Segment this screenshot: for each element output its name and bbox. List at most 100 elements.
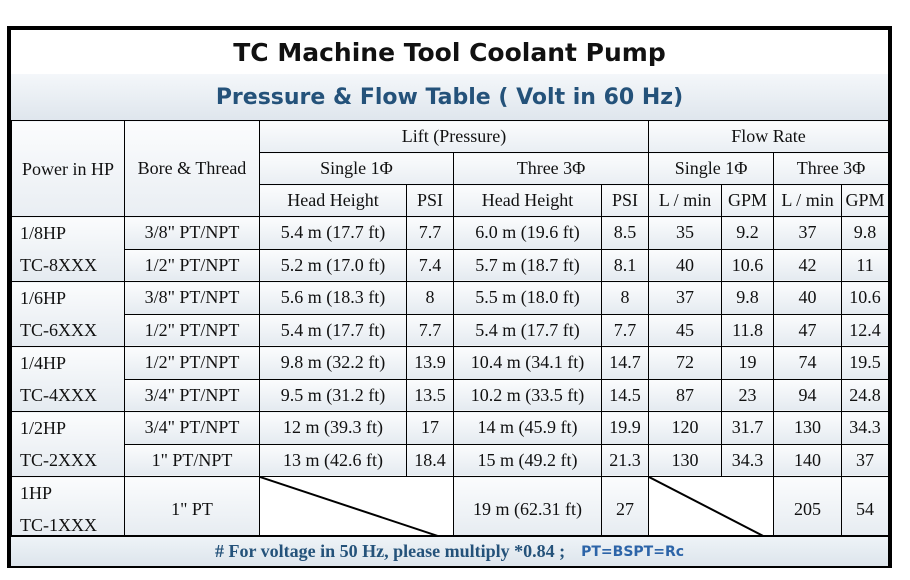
table-row: 1HP TC-1XXX 1" PT 19 m (62.31 ft) 27 205 … <box>11 476 890 542</box>
not-available-single-lift-cell <box>259 476 454 542</box>
single-lmin-cell: 120 <box>648 411 723 445</box>
table-row: 1/2" PT/NPT 5.2 m (17.0 ft) 7.4 5.7 m (1… <box>12 248 890 282</box>
table-subtitle: Pressure & Flow Table ( Volt in 60 Hz) <box>11 74 888 122</box>
single-lmin-cell: 40 <box>648 248 723 282</box>
three-psi-cell: 27 <box>600 476 650 542</box>
three-lmin-cell: 40 <box>773 281 843 315</box>
bore-cell: 1/2" PT/NPT <box>124 248 260 282</box>
single-gpm-cell: 11.8 <box>721 313 775 347</box>
single-gpm-cell: 31.7 <box>721 411 775 445</box>
single-lmin-cell: 45 <box>648 313 723 347</box>
header-lift-three: Three 3Φ <box>452 152 650 185</box>
three-lmin-cell: 94 <box>773 378 843 412</box>
header-flow-rate: Flow Rate <box>648 120 890 153</box>
power-cell: 1/4HP TC-4XXX <box>11 346 125 412</box>
single-psi-cell: 18.4 <box>406 443 454 477</box>
three-psi-cell: 7.7 <box>600 313 650 347</box>
three-gpm-cell: 34.3 <box>841 411 890 445</box>
single-head-cell: 5.6 m (18.3 ft) <box>259 281 407 315</box>
three-psi-cell: 8.5 <box>600 216 650 250</box>
header-flow-single: Single 1Φ <box>648 152 775 185</box>
three-lmin-cell: 130 <box>773 411 843 445</box>
power-cell: 1/6HP TC-6XXX <box>11 281 125 347</box>
three-gpm-cell: 19.5 <box>841 346 890 380</box>
single-head-cell: 9.8 m (32.2 ft) <box>259 346 407 380</box>
three-head-cell: 6.0 m (19.6 ft) <box>453 216 602 250</box>
single-head-cell: 13 m (42.6 ft) <box>259 443 407 477</box>
three-gpm-cell: 9.8 <box>841 216 890 250</box>
not-available-single-flow-cell <box>648 476 775 542</box>
bore-cell: 1" PT/NPT <box>124 443 260 477</box>
header-three-lmin: L / min <box>773 184 843 217</box>
header-single-head-height: Head Height <box>259 184 407 217</box>
three-head-cell: 5.7 m (18.7 ft) <box>453 248 602 282</box>
single-lmin-cell: 37 <box>648 281 723 315</box>
three-head-cell: 10.2 m (33.5 ft) <box>453 378 602 412</box>
header-bore-thread: Bore & Thread <box>124 120 260 217</box>
three-head-cell: 10.4 m (34.1 ft) <box>453 346 602 380</box>
table-row: 1/2" PT/NPT 5.4 m (17.7 ft) 7.7 5.4 m (1… <box>12 313 890 347</box>
power-rating: 1/2HP <box>20 418 67 438</box>
single-psi-cell: 7.7 <box>406 313 454 347</box>
page-title: TC Machine Tool Coolant Pump <box>11 30 888 76</box>
power-rating: 1/6HP <box>20 288 67 308</box>
single-gpm-cell: 10.6 <box>721 248 775 282</box>
three-psi-cell: 14.7 <box>600 346 650 380</box>
three-head-cell: 14 m (45.9 ft) <box>453 411 602 445</box>
bore-cell: 1/2" PT/NPT <box>124 313 260 347</box>
voltage-note: # For voltage in 50 Hz, please multiply … <box>214 541 566 561</box>
bore-cell: 3/4" PT/NPT <box>124 378 260 412</box>
table-row: 1" PT/NPT 13 m (42.6 ft) 18.4 15 m (49.2… <box>12 443 890 477</box>
three-lmin-cell: 47 <box>773 313 843 347</box>
header-three-gpm: GPM <box>841 184 890 217</box>
power-cell: 1/2HP TC-2XXX <box>11 411 125 477</box>
pressure-flow-table: Power in HP Bore & Thread Lift (Pressure… <box>11 120 890 542</box>
single-head-cell: 5.4 m (17.7 ft) <box>259 313 407 347</box>
table-row: 1/2HP TC-2XXX 3/4" PT/NPT 12 m (39.3 ft) … <box>11 411 890 477</box>
three-lmin-cell: 74 <box>773 346 843 380</box>
header-lift-pressure: Lift (Pressure) <box>258 120 650 153</box>
table-row: 3/4" PT/NPT 9.5 m (31.2 ft) 13.5 10.2 m … <box>12 378 890 412</box>
single-gpm-cell: 9.8 <box>721 281 775 315</box>
single-gpm-cell: 34.3 <box>721 443 775 477</box>
three-lmin-cell: 42 <box>773 248 843 282</box>
single-psi-cell: 13.5 <box>406 378 454 412</box>
bore-cell: 1/2" PT/NPT <box>124 346 260 380</box>
single-head-cell: 12 m (39.3 ft) <box>259 411 407 445</box>
three-head-cell: 5.4 m (17.7 ft) <box>453 313 602 347</box>
table-row: 1/6HP TC-6XXX 3/8" PT/NPT 5.6 m (18.3 ft)… <box>11 281 890 347</box>
pump-table-frame: TC Machine Tool Coolant Pump Pressure & … <box>7 26 892 568</box>
single-psi-cell: 7.7 <box>406 216 454 250</box>
header-flow-three: Three 3Φ <box>773 152 890 185</box>
power-rating: 1/4HP <box>20 353 67 373</box>
single-psi-cell: 8 <box>406 281 454 315</box>
single-psi-cell: 13.9 <box>406 346 454 380</box>
single-gpm-cell: 23 <box>721 378 775 412</box>
bore-cell: 3/4" PT/NPT <box>124 411 260 445</box>
three-gpm-cell: 24.8 <box>841 378 890 412</box>
power-rating: 1HP <box>20 483 53 503</box>
diagonal-slash <box>649 477 773 541</box>
table-row: 1/4HP TC-4XXX 1/2" PT/NPT 9.8 m (32.2 ft)… <box>11 346 890 412</box>
model-code: TC-6XXX <box>20 320 97 340</box>
header-single-gpm: GPM <box>721 184 775 217</box>
header-lift-single: Single 1Φ <box>259 152 454 185</box>
single-psi-cell: 17 <box>406 411 454 445</box>
header-three-head-height: Head Height <box>453 184 602 217</box>
pt-note: PT=BSPT=Rc <box>581 543 685 560</box>
three-gpm-cell: 12.4 <box>841 313 890 347</box>
single-head-cell: 9.5 m (31.2 ft) <box>259 378 407 412</box>
three-gpm-cell: 10.6 <box>841 281 890 315</box>
single-head-cell: 5.4 m (17.7 ft) <box>259 216 407 250</box>
three-lmin-cell: 37 <box>773 216 843 250</box>
three-gpm-cell: 11 <box>841 248 890 282</box>
bore-cell: 3/8" PT/NPT <box>124 216 260 250</box>
model-code: TC-8XXX <box>20 255 97 275</box>
three-psi-cell: 8.1 <box>600 248 650 282</box>
model-code: TC-2XXX <box>20 450 97 470</box>
header-power: Power in HP <box>11 120 125 217</box>
three-head-cell: 19 m (62.31 ft) <box>453 476 602 542</box>
three-lmin-cell: 140 <box>773 443 843 477</box>
single-lmin-cell: 72 <box>648 346 723 380</box>
three-gpm-cell: 54 <box>841 476 890 542</box>
